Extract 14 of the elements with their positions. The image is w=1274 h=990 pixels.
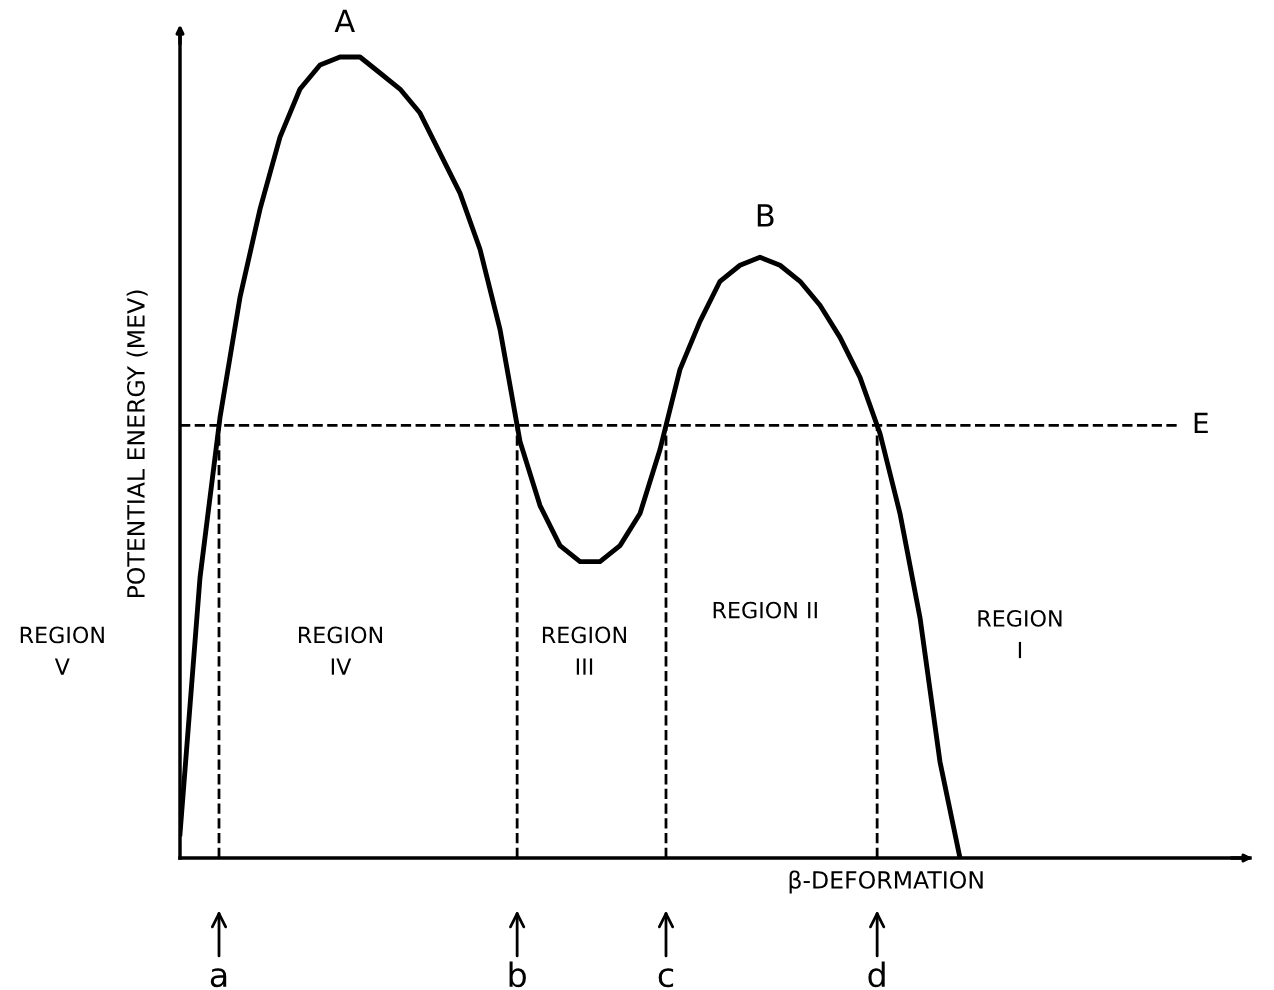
text: c [658, 968, 674, 988]
text: d [868, 961, 885, 988]
annotation: REGION III [542, 626, 626, 675]
annotation: REGION IV [298, 626, 382, 675]
text: A [334, 9, 355, 32]
annotation: REGION II [713, 601, 817, 619]
text: a [210, 968, 227, 988]
annotation: B [757, 204, 774, 227]
text: REGION V [20, 626, 104, 675]
y-axis-title: POTENTIAL ENERGY (MEV) [126, 290, 148, 598]
text: REGION I [978, 609, 1062, 659]
text: b [509, 961, 526, 988]
x-axis-title: β-DEFORMATION [789, 870, 983, 894]
ref-line-label: E [1194, 412, 1208, 434]
